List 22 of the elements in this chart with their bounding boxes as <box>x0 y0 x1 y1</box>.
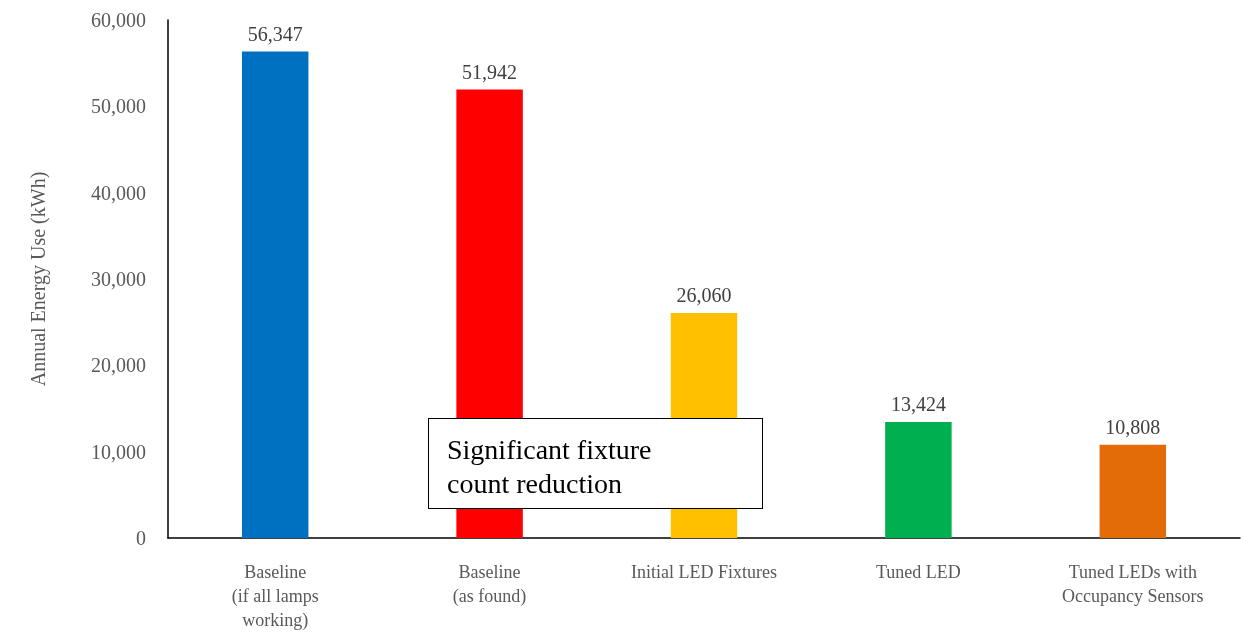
y-tick-label: 10,000 <box>91 440 146 463</box>
y-tick-label: 30,000 <box>91 268 146 290</box>
data-label: 56,347 <box>247 22 303 45</box>
x-tick-label: Baseline (as found) <box>452 562 527 607</box>
y-tick-label: 0 <box>136 527 146 549</box>
y-tick-label: 50,000 <box>91 95 146 118</box>
data-label: 51,942 <box>462 60 518 83</box>
bar <box>885 422 952 538</box>
x-tick-label: Initial LED Fixtures <box>631 562 777 582</box>
text-box: Significant fixture count reduction <box>428 418 763 509</box>
y-tick-label: 60,000 <box>91 9 146 31</box>
bar <box>241 51 309 538</box>
data-label: 10,808 <box>1105 415 1161 438</box>
y-tick-label: 20,000 <box>91 354 146 377</box>
x-tick-label: Tuned LEDs with Occupancy Sensors <box>1062 562 1204 606</box>
y-tick-label: 40,000 <box>91 181 146 204</box>
x-tick-label: Tuned LED <box>875 562 961 582</box>
y-axis-title: Annual Energy Use (kWh) <box>27 171 50 387</box>
x-tick-label: Baseline (if all lamps working) <box>231 562 319 631</box>
bar <box>1099 444 1167 538</box>
data-label: 26,060 <box>676 284 732 307</box>
data-label: 13,424 <box>890 393 946 416</box>
